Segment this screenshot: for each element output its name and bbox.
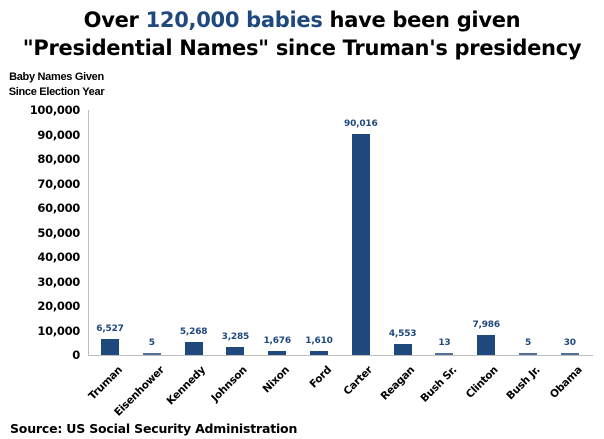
bar-value-label: 90,016 xyxy=(344,119,378,130)
x-category-label: Bush Jr. xyxy=(504,364,543,403)
bar-bush-sr xyxy=(435,353,454,355)
x-category-label: Johnson xyxy=(209,364,250,405)
bar-truman xyxy=(101,339,119,355)
x-axis-line xyxy=(88,355,593,356)
x-category-label: Reagan xyxy=(378,364,418,403)
bar-ford xyxy=(310,351,328,355)
bar-value-label: 6,527 xyxy=(96,324,124,334)
source-note: Source: US Social Security Administratio… xyxy=(10,421,298,436)
bar-nixon xyxy=(268,350,287,355)
bar-value-label: 5 xyxy=(148,338,155,348)
bar-value-label: 4,553 xyxy=(388,328,417,339)
bar-value-label: 1,610 xyxy=(305,336,333,347)
bar-value-label: 7,986 xyxy=(472,320,500,331)
x-category-label: Ford xyxy=(306,364,334,391)
x-category-label: Kennedy xyxy=(164,364,209,408)
bar-johnson xyxy=(226,346,245,355)
bar-value-label: 13 xyxy=(438,338,451,348)
bar-value-label: 30 xyxy=(563,338,576,348)
bar-value-label: 1,676 xyxy=(263,335,291,346)
x-category-label: Clinton xyxy=(463,364,501,401)
bar-clinton xyxy=(477,335,496,355)
y-tick-label: 50,000 xyxy=(37,225,80,240)
bar-value-label: 5 xyxy=(524,338,532,348)
title-line-2: "Presidential Names" since Truman's pres… xyxy=(22,36,582,60)
y-tick-label: 40,000 xyxy=(37,250,80,264)
y-tick-label: 0 xyxy=(72,348,80,362)
y-tick-label: 10,000 xyxy=(37,323,80,338)
title-highlight: 120,000 babies xyxy=(145,8,323,32)
title-line-1: Over 120,000 babies have been given xyxy=(83,8,521,32)
chart-title: Over 120,000 babies have been given "Pre… xyxy=(0,6,604,62)
bar-bush-jr xyxy=(519,353,537,355)
y-tick-label: 70,000 xyxy=(37,176,80,191)
bar-eisenhower xyxy=(142,353,161,355)
y-axis-label: Baby Names Given Since Election Year xyxy=(8,71,105,98)
y-tick-label: 20,000 xyxy=(37,299,80,313)
y-tick-label: 100,000 xyxy=(29,103,81,117)
x-category-label: Nixon xyxy=(260,364,292,396)
bar-value-label: 5,268 xyxy=(179,327,208,338)
x-category-label: Carter xyxy=(341,364,376,398)
y-tick-label: 60,000 xyxy=(37,201,80,215)
y-tick-label: 90,000 xyxy=(37,127,80,142)
y-tick-label: 80,000 xyxy=(37,152,80,166)
y-tick-label: 30,000 xyxy=(37,274,80,289)
bar-carter xyxy=(351,134,370,355)
x-category-label: Bush Sr. xyxy=(418,364,459,405)
bar-obama xyxy=(560,353,579,355)
x-category-label: Obama xyxy=(547,364,585,401)
y-axis-line xyxy=(88,110,89,356)
bar-kennedy xyxy=(184,342,203,355)
x-category-label: Truman xyxy=(86,364,125,403)
bar-value-label: 3,285 xyxy=(221,331,250,342)
bar-reagan xyxy=(393,343,412,355)
